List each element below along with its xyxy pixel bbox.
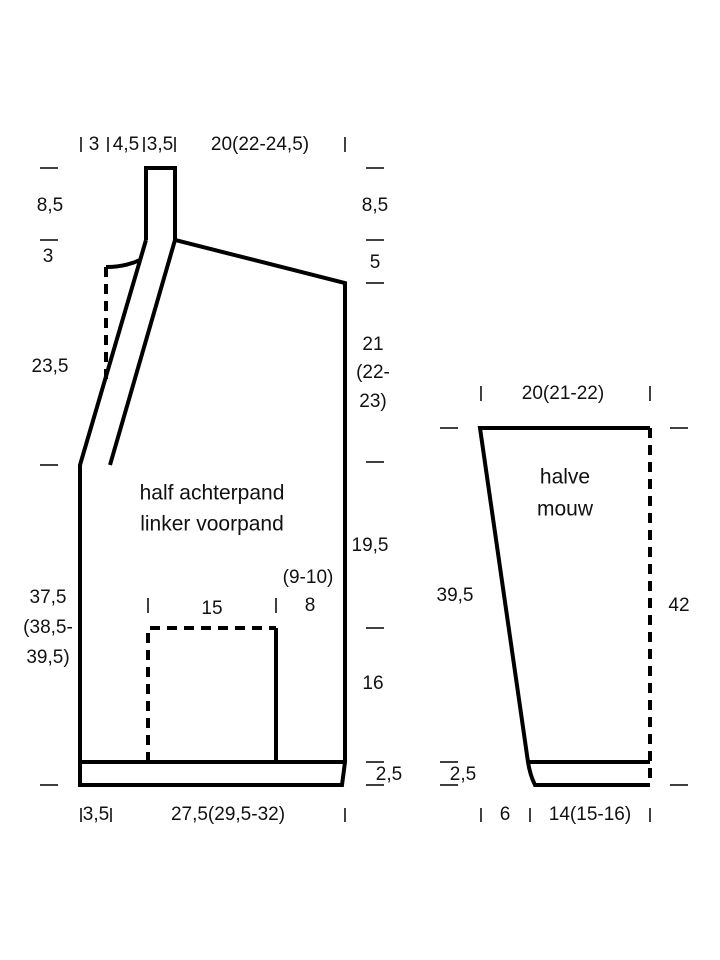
measure: 8,5: [362, 195, 388, 216]
measure: 2,5: [376, 764, 402, 785]
body-outline: [78, 166, 347, 787]
measure: 3,5: [147, 134, 173, 155]
measure: 39,5): [26, 647, 69, 668]
measure: 3: [43, 246, 54, 267]
measure: 42: [668, 595, 689, 616]
measure: 4,5: [113, 134, 139, 155]
measure: 23): [359, 391, 386, 412]
measure: 15: [201, 598, 222, 619]
measure: 8: [305, 595, 316, 616]
measure: 20(21-22): [522, 383, 604, 404]
measure: 5: [370, 252, 381, 273]
measure: 3: [89, 134, 100, 155]
measure: 14(15-16): [549, 804, 631, 825]
piece-title: halve: [540, 466, 590, 489]
sleeve-outline: [477, 426, 652, 787]
measure: 6: [500, 804, 511, 825]
measure: 19,5: [352, 535, 389, 556]
measure: 23,5: [32, 356, 69, 377]
measure: 27,5(29,5-32): [171, 804, 285, 825]
measure: 3,5: [83, 804, 109, 825]
measure: (38,5-: [23, 617, 73, 638]
measure: 39,5: [437, 585, 474, 606]
measure: 2,5: [450, 764, 476, 785]
measure: 37,5: [30, 587, 67, 608]
tick-marks: [40, 137, 688, 822]
measure: (22-: [356, 362, 390, 383]
piece-title: half achterpand: [140, 482, 285, 505]
piece-title: linker voorpand: [140, 513, 284, 536]
measure: 20(22-24,5): [211, 134, 309, 155]
measure: (9-10): [283, 567, 334, 588]
measure: 8,5: [37, 195, 63, 216]
measure: 21: [362, 334, 383, 355]
measure: 16: [362, 673, 383, 694]
piece-title: mouw: [537, 498, 594, 521]
